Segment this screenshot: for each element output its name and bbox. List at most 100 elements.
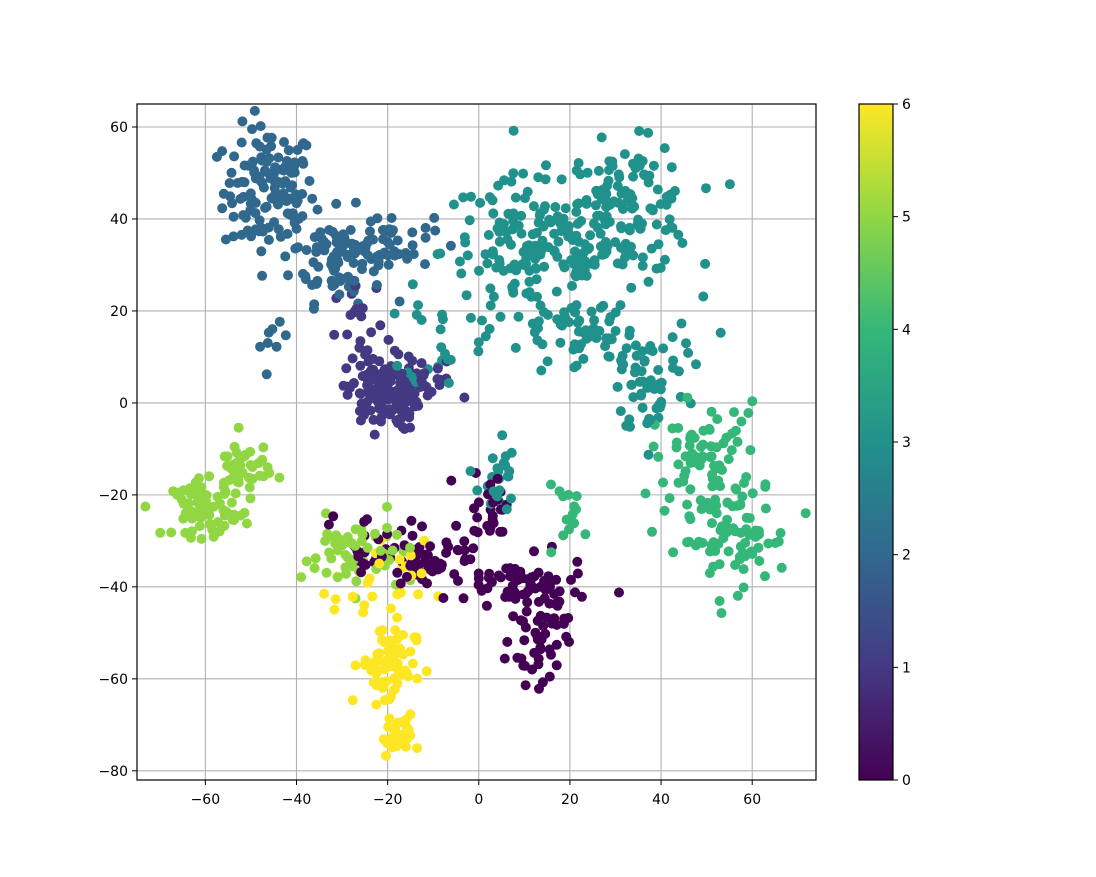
scatter-point bbox=[309, 563, 320, 574]
scatter-point bbox=[257, 270, 268, 281]
scatter-point bbox=[419, 368, 430, 379]
scatter-point bbox=[673, 423, 684, 433]
y-axis: −80 −60 −40 −20 0 20 40 60 bbox=[98, 120, 137, 780]
scatter-point bbox=[356, 311, 367, 322]
scatter-point bbox=[331, 198, 342, 209]
scatter-point bbox=[546, 479, 556, 490]
scatter-point bbox=[660, 225, 671, 236]
scatter-point bbox=[245, 493, 256, 504]
scatter-point bbox=[544, 598, 555, 609]
scatter-point bbox=[734, 554, 745, 565]
colorbar-tick-label: 6 bbox=[902, 97, 911, 113]
scatter-point bbox=[401, 714, 412, 725]
scatter-point bbox=[553, 236, 564, 247]
scatter-point bbox=[644, 378, 654, 389]
scatter-point bbox=[521, 606, 532, 617]
scatter-point bbox=[640, 488, 651, 499]
scatter-point bbox=[775, 528, 786, 538]
scatter-point bbox=[350, 197, 361, 208]
scatter-point bbox=[705, 504, 716, 515]
scatter-point bbox=[644, 344, 655, 355]
scatter-point bbox=[707, 469, 718, 480]
scatter-point bbox=[334, 272, 345, 283]
scatter-point bbox=[630, 340, 641, 351]
scatter-point bbox=[389, 673, 399, 684]
scatter-point bbox=[551, 660, 562, 671]
scatter-point bbox=[715, 327, 726, 338]
scatter-point bbox=[573, 326, 584, 337]
scatter-point bbox=[499, 653, 510, 664]
scatter-point bbox=[637, 252, 648, 263]
scatter-point bbox=[598, 300, 609, 311]
scatter-point bbox=[679, 470, 690, 481]
scatter-point bbox=[605, 199, 616, 210]
scatter-point bbox=[321, 239, 332, 250]
scatter-point bbox=[446, 475, 457, 486]
scatter-point bbox=[392, 567, 403, 578]
scatter-point bbox=[682, 537, 693, 548]
scatter-point bbox=[329, 329, 340, 340]
scatter-point bbox=[261, 369, 272, 380]
scatter-point bbox=[458, 593, 469, 604]
scatter-point bbox=[391, 529, 402, 540]
scatter-point bbox=[753, 526, 764, 536]
scatter-point bbox=[350, 660, 361, 671]
scatter-point bbox=[578, 353, 589, 364]
scatter-point bbox=[240, 212, 251, 223]
scatter-point bbox=[464, 215, 475, 226]
scatter-point bbox=[488, 208, 499, 219]
scatter-point bbox=[413, 400, 424, 411]
scatter-point bbox=[357, 303, 368, 314]
scatter-point bbox=[415, 548, 426, 559]
scatter-point bbox=[468, 543, 479, 554]
scatter-point bbox=[442, 354, 453, 365]
scatter-point bbox=[374, 399, 385, 410]
scatter-point bbox=[166, 527, 177, 538]
scatter-point bbox=[488, 291, 499, 302]
scatter-point bbox=[505, 263, 516, 274]
scatter-point bbox=[705, 546, 715, 557]
scatter-point bbox=[693, 536, 704, 547]
scatter-point bbox=[421, 666, 432, 677]
scatter-point bbox=[572, 317, 583, 328]
scatter-point bbox=[509, 569, 520, 580]
scatter-point bbox=[297, 211, 308, 222]
scatter-point bbox=[547, 618, 557, 629]
scatter-point bbox=[559, 262, 570, 273]
scatter-point bbox=[501, 227, 512, 238]
scatter-point bbox=[612, 181, 623, 191]
scatter-point bbox=[349, 275, 360, 286]
scatter-point bbox=[624, 414, 635, 425]
y-tick-label: −20 bbox=[98, 488, 128, 504]
scatter-point bbox=[636, 388, 647, 399]
scatter-point bbox=[194, 521, 205, 532]
scatter-point bbox=[754, 556, 765, 566]
scatter-point bbox=[186, 489, 196, 500]
scatter-point bbox=[351, 246, 362, 257]
scatter-point bbox=[643, 449, 654, 460]
scatter-point bbox=[737, 491, 748, 502]
scatter-point bbox=[392, 717, 403, 728]
scatter-point bbox=[550, 202, 561, 212]
scatter-point bbox=[581, 333, 592, 344]
scatter-point bbox=[459, 536, 470, 547]
scatter-point bbox=[619, 244, 630, 255]
scatter-point bbox=[723, 546, 734, 557]
scatter-point bbox=[637, 260, 648, 271]
y-tick-label: 40 bbox=[110, 212, 128, 228]
scatter-point bbox=[727, 428, 737, 439]
scatter-point bbox=[350, 524, 361, 535]
scatter-point bbox=[568, 259, 579, 269]
scatter-point bbox=[466, 191, 476, 202]
scatter-point bbox=[297, 189, 308, 199]
scatter-point bbox=[730, 483, 741, 494]
scatter-point bbox=[451, 520, 462, 531]
scatter-point bbox=[661, 191, 672, 202]
scatter-point bbox=[535, 644, 546, 655]
scatter-point bbox=[564, 317, 574, 328]
scatter-point bbox=[653, 451, 664, 462]
scatter-point bbox=[698, 291, 709, 302]
scatter-point bbox=[389, 250, 400, 261]
scatter-point bbox=[534, 683, 544, 694]
scatter-point bbox=[556, 174, 567, 185]
